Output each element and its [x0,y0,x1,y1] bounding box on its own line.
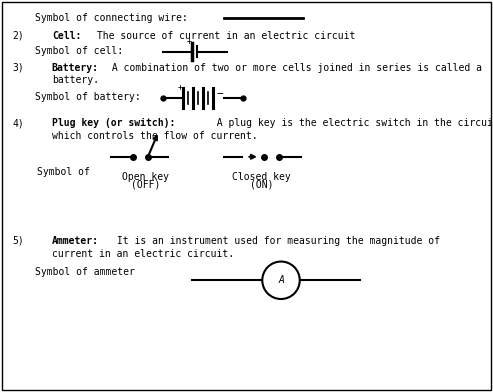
Text: Symbol of connecting wire:: Symbol of connecting wire: [35,13,187,23]
Text: Symbol of ammeter: Symbol of ammeter [35,267,135,278]
Text: 3): 3) [12,63,24,73]
Text: Open key: Open key [122,172,169,182]
Text: A combination of two or more cells joined in series is called a: A combination of two or more cells joine… [106,63,482,73]
Text: A plug key is the electric switch in the circuit: A plug key is the electric switch in the… [205,118,493,129]
Text: Symbol of battery:: Symbol of battery: [35,92,141,102]
Text: 4): 4) [12,118,24,129]
Text: Ammeter:: Ammeter: [52,236,99,246]
Text: The source of current in an electric circuit: The source of current in an electric cir… [91,31,355,41]
Text: +: + [186,37,191,46]
Text: Battery:: Battery: [52,63,99,73]
Text: −: − [217,89,224,99]
Text: Cell:: Cell: [52,31,81,41]
Text: Symbol of: Symbol of [37,167,90,177]
Text: 5): 5) [12,236,24,246]
Text: +: + [178,83,183,92]
Text: (OFF): (OFF) [131,180,160,190]
Text: Symbol of cell:: Symbol of cell: [35,46,123,56]
Text: battery.: battery. [52,75,99,85]
Text: (ON): (ON) [249,180,273,190]
Text: Closed key: Closed key [232,172,291,182]
Text: which controls the flow of current.: which controls the flow of current. [52,131,257,141]
Text: current in an electric circuit.: current in an electric circuit. [52,249,234,259]
Text: 2): 2) [12,31,24,41]
Text: Plug key (or switch):: Plug key (or switch): [52,118,175,129]
Text: A: A [278,275,284,285]
Text: It is an instrument used for measuring the magnitude of: It is an instrument used for measuring t… [111,236,440,246]
